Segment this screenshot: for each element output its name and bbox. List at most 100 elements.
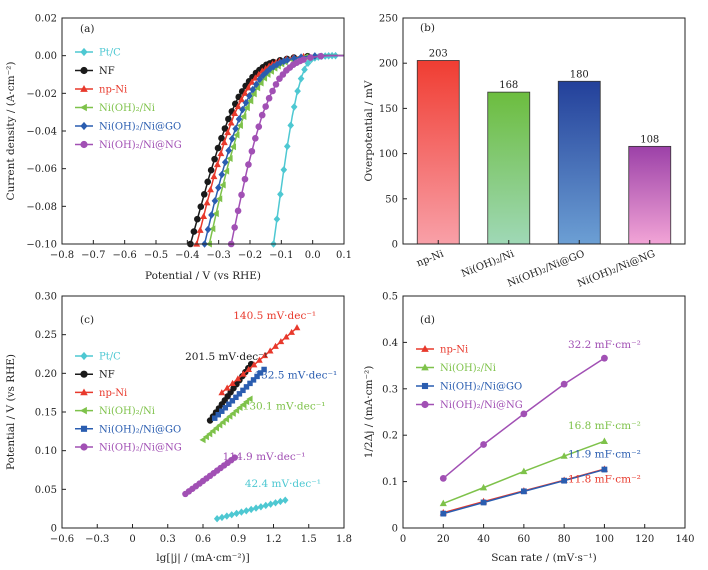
marker-ni-oh-ni — [222, 167, 230, 175]
panel-d-x-tick-label: 120 — [635, 534, 654, 545]
marker-np-ni — [229, 379, 236, 386]
category-label-np-ni: np-Ni — [415, 249, 445, 270]
bar-ni-oh-ni — [487, 91, 531, 245]
marker-ni-oh-ni-ng — [601, 354, 608, 362]
panel-a-current-density-chart: (a) −0.8 −0.7 −0.6 −0.5 −0.4 −0.3 −0.2 −0.1 0.0 0… — [5, 14, 352, 283]
panel-b-y-ticks: 0 50 100 150 200 250 — [379, 14, 407, 251]
panel-b-y-tick-label: 150 — [379, 104, 398, 115]
marker-ni-oh-ni-ng — [300, 56, 307, 63]
marker-ni-oh-ni-go — [240, 387, 246, 394]
panel-d-x-tick-label: 140 — [675, 534, 694, 545]
series-ni-oh-ni-go — [201, 52, 344, 248]
marker-pt-c — [272, 499, 279, 507]
marker-pt-c — [280, 166, 288, 174]
bar-value-label-ni-oh-ni-ng: 108 — [640, 134, 659, 145]
marker-np-ni — [207, 186, 214, 193]
legend-marker-ni-oh-ni — [80, 103, 87, 112]
panel-d-marks — [439, 354, 608, 517]
panel-d-y-tick-label: 0.1 — [382, 477, 398, 488]
marker-pt-c — [213, 515, 221, 523]
category-label-ni-oh-ni-go: Ni(OH)₂/Ni@GO — [506, 249, 586, 290]
marker-ni-oh-ni-ng — [520, 410, 528, 418]
marker-ni-oh-ni-ng — [245, 161, 252, 168]
marker-pt-c — [277, 497, 284, 506]
legend-marker-nf — [80, 66, 88, 75]
legend-marker-ni-oh-ni-go — [80, 425, 88, 432]
panel-a-x-tick-label: 0.0 — [305, 250, 321, 261]
marker-nf — [218, 134, 225, 142]
marker-np-ni — [244, 84, 252, 91]
series-pt-c — [213, 496, 289, 523]
marker-pt-c — [301, 65, 308, 74]
panel-c-y-tick-label: 0 — [51, 524, 57, 535]
marker-ni-oh-ni-go — [250, 377, 257, 383]
panel-d-annotations: 32.2 mF·cm⁻² 16.8 mF·cm⁻² 11.9 mF·cm⁻² 11.8… — [568, 339, 641, 486]
panel-a-y-tick-label: −0.02 — [26, 89, 57, 100]
marker-np-ni — [217, 149, 225, 157]
marker-ni-oh-ni-ng — [269, 87, 276, 95]
marker-np-ni — [241, 89, 249, 96]
marker-np-ni — [196, 226, 204, 233]
bar-ni-oh-ni-ng — [628, 145, 672, 245]
marker-np-ni — [245, 365, 253, 373]
marker-ni-oh-ni-go — [221, 158, 229, 167]
panel-a-y-tick-label: 0.02 — [35, 14, 57, 25]
marker-pt-c — [267, 500, 274, 508]
marker-ni-oh-ni-go — [561, 477, 568, 484]
panel-d-y-tick-label: 0.3 — [382, 384, 398, 395]
marker-nf — [204, 178, 211, 186]
bar-ni-oh-ni-go — [557, 80, 601, 245]
marker-ni-oh-ni-ng — [480, 441, 487, 448]
marker-ni-oh-ni-go — [208, 211, 215, 219]
slope-annotation: 11.8 mF·cm⁻² — [568, 474, 641, 486]
marker-np-ni — [203, 199, 211, 206]
series-ni-oh-ni-ng — [182, 454, 238, 498]
panel-d-x-tick-label: 0 — [400, 534, 406, 545]
marker-np-ni — [200, 212, 208, 220]
panel-a-x-tick-label: −0.5 — [144, 250, 168, 261]
marker-ni-oh-ni-ng — [258, 111, 266, 119]
marker-ni-oh-ni-ng — [252, 135, 259, 142]
legend-marker-ni-oh-ni-go — [421, 382, 429, 390]
panel-a-x-tick-label: −0.3 — [207, 250, 231, 261]
panel-a-marks — [187, 51, 344, 248]
panel-c-label: (c) — [80, 314, 94, 326]
slope-annotation: 16.8 mF·cm⁻² — [568, 420, 641, 432]
panel-d-y-ticks: 0 0.1 0.2 0.3 0.4 0.5 — [382, 292, 407, 535]
marker-ni-oh-ni — [206, 430, 213, 438]
panel-c-x-ticks: −0.6 −0.3 0 0.3 0.6 0.9 1.2 1.5 1.8 — [50, 524, 352, 545]
marker-nf — [200, 190, 208, 198]
marker-nf — [194, 215, 201, 223]
series-ni-oh-ni — [199, 395, 253, 444]
panel-a-x-axis-label: Potential / V (vs RHE) — [145, 270, 261, 282]
panel-a-x-tick-label: −0.1 — [269, 250, 293, 261]
panel-c-x-tick-label: 0.3 — [160, 534, 176, 545]
marker-ni-oh-ni-ng — [262, 103, 269, 110]
bar-value-label-ni-oh-ni: 168 — [499, 80, 518, 91]
marker-pt-c — [262, 501, 269, 510]
category-label-ni-oh-ni-ng: Ni(OH)₂/Ni@NG — [576, 249, 657, 290]
panel-a-x-tick-label: 0.1 — [336, 250, 352, 261]
panel-d-x-tick-label: 80 — [558, 534, 571, 545]
marker-ni-oh-ni — [222, 415, 230, 423]
marker-ni-oh-ni-go — [212, 415, 218, 421]
panel-b-y-tick-label: 0 — [392, 240, 398, 251]
legend-marker-np-ni — [421, 345, 429, 352]
legend-label-nf: NF — [99, 370, 115, 381]
panel-d-y-tick-label: 0.2 — [382, 431, 398, 442]
legend-label-ni-oh-ni-go: Ni(OH)₂/Ni@GO — [99, 122, 181, 133]
marker-ni-oh-ni-go — [252, 80, 260, 89]
panel-c-y-tick-label: 0.30 — [35, 292, 57, 303]
marker-ni-oh-ni-ng — [248, 147, 256, 155]
marker-ni-oh-ni-go — [239, 105, 246, 114]
marker-ni-oh-ni — [240, 113, 247, 121]
panel-c-x-axis-label: lg[|j| / (mA·cm⁻²)] — [156, 552, 249, 565]
marker-ni-oh-ni-ng — [234, 207, 242, 215]
legend-marker-pt-c — [80, 47, 88, 57]
marker-pt-c — [304, 59, 312, 67]
marker-pt-c — [247, 505, 255, 514]
legend-marker-ni-oh-ni-ng — [80, 443, 88, 451]
marker-ni-oh-ni-go — [222, 405, 229, 411]
legend-label-ni-oh-ni-go: Ni(OH)₂/Ni@GO — [99, 424, 181, 435]
marker-ni-oh-ni — [520, 467, 528, 475]
